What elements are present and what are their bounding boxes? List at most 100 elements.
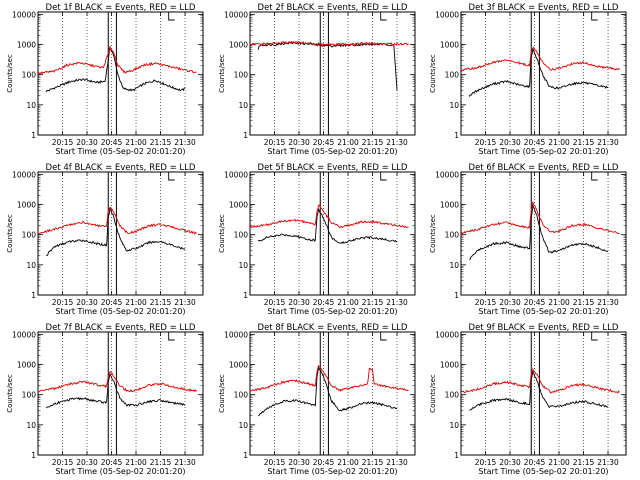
series-line-events [469,204,609,260]
x-tick-label: 20:30 [288,458,310,467]
series-line-events [257,207,398,245]
y-tick-label: 1 [243,131,248,140]
y-axis-label: Counts/sec [218,54,226,93]
series-line-lld [37,206,197,235]
y-tick-label: 1 [31,291,36,300]
series-line-lld [37,45,197,75]
y-tick-label: 10 [26,261,36,270]
y-axis-label: Counts/sec [218,374,226,413]
x-tick-label: 20:15 [264,298,286,307]
chart-panel-7: Det 7f BLACK = Events, RED = LLD 20:15 20:… [6,323,204,476]
x-tick-label: 20:30 [499,458,521,467]
x-tick-label: 21:00 [337,138,359,147]
y-axis-label: Counts/sec [429,374,437,413]
y-tick-label: 100 [22,71,37,80]
y-tick-label: 100 [234,231,249,240]
plot-frame [249,11,416,136]
x-tick-label: 20:15 [264,458,286,467]
x-tick-label: 21:15 [150,458,172,467]
x-tick-label: 20:30 [288,298,310,307]
series-line-events [468,370,609,411]
y-axis-label: Counts/sec [6,374,14,413]
x-tick-label: 21:15 [362,298,384,307]
y-tick-label: 1000 [17,361,36,370]
y-tick-label: 1 [243,291,248,300]
x-tick-label: 20:30 [288,138,310,147]
x-tick-label: 21:30 [174,458,196,467]
x-axis-label: Start Time (05-Sep-02 20:01:20) [55,147,185,156]
x-tick-label: 20:45 [313,138,335,147]
y-axis-label: Counts/sec [218,214,226,253]
chart-title: Det 7f BLACK = Events, RED = LLD [46,323,196,333]
x-tick-label: 21:30 [597,138,619,147]
y-tick-label: 10000 [12,10,36,19]
series-line-lld [37,371,197,393]
y-tick-label: 1000 [229,41,248,50]
x-tick-label: 20:15 [264,138,286,147]
y-tick-label: 10000 [224,330,248,339]
x-tick-label: 21:30 [386,458,408,467]
series-line-lld [460,46,620,72]
x-tick-label: 20:15 [52,138,74,147]
x-tick-label: 20:45 [524,298,546,307]
y-tick-label: 1000 [17,201,36,210]
chart-title: Det 4f BLACK = Events, RED = LLD [46,163,196,173]
x-tick-label: 20:30 [499,298,521,307]
plot-frame [249,171,416,296]
y-tick-label: 100 [445,391,460,400]
x-axis-label: Start Time (05-Sep-02 20:01:20) [478,307,608,316]
y-tick-label: 1 [454,131,459,140]
plot-frame [249,331,416,456]
y-axis-label: Counts/sec [6,54,14,93]
y-tick-label: 100 [234,391,249,400]
x-tick-label: 20:15 [52,458,74,467]
interval-marker [591,172,598,181]
y-tick-label: 10 [449,101,459,110]
y-tick-label: 100 [22,231,37,240]
plot-frame [37,171,204,296]
x-tick-label: 21:00 [125,298,147,307]
series-line-lld [249,40,409,47]
y-tick-label: 10000 [12,330,36,339]
x-axis-label: Start Time (05-Sep-02 20:01:20) [55,467,185,476]
y-tick-label: 1 [243,451,248,460]
x-tick-label: 20:45 [101,458,123,467]
series-line-events [45,373,186,409]
x-tick-label: 21:30 [386,298,408,307]
y-tick-label: 1 [31,131,36,140]
x-tick-label: 20:15 [475,458,497,467]
series-line-lld [460,367,620,394]
y-tick-label: 1000 [229,201,248,210]
x-axis-label: Start Time (05-Sep-02 20:01:20) [267,467,397,476]
x-tick-label: 21:30 [597,298,619,307]
y-tick-label: 10000 [12,170,36,179]
series-line-events [45,46,186,93]
interval-marker [380,332,387,341]
x-tick-label: 21:15 [150,298,172,307]
x-tick-label: 20:45 [101,138,123,147]
x-tick-label: 21:00 [125,138,147,147]
y-tick-label: 100 [445,231,460,240]
y-axis-label: Counts/sec [429,214,437,253]
x-tick-label: 21:00 [548,458,570,467]
x-tick-label: 21:00 [337,298,359,307]
y-axis-label: Counts/sec [6,214,14,253]
x-tick-label: 20:30 [76,298,98,307]
plot-frame [460,11,627,136]
chart-title: Det 5f BLACK = Events, RED = LLD [258,163,408,173]
y-tick-label: 10 [238,421,248,430]
x-tick-label: 21:30 [174,138,196,147]
y-tick-label: 10000 [435,330,459,339]
plot-frame [37,331,204,456]
y-tick-label: 1000 [440,361,459,370]
x-tick-label: 20:45 [101,298,123,307]
series-line-events [46,207,186,257]
interval-marker [591,12,598,21]
y-tick-label: 10 [449,421,459,430]
x-tick-label: 20:15 [475,138,497,147]
series-line-lld [249,364,409,392]
series-line-events [468,47,609,97]
